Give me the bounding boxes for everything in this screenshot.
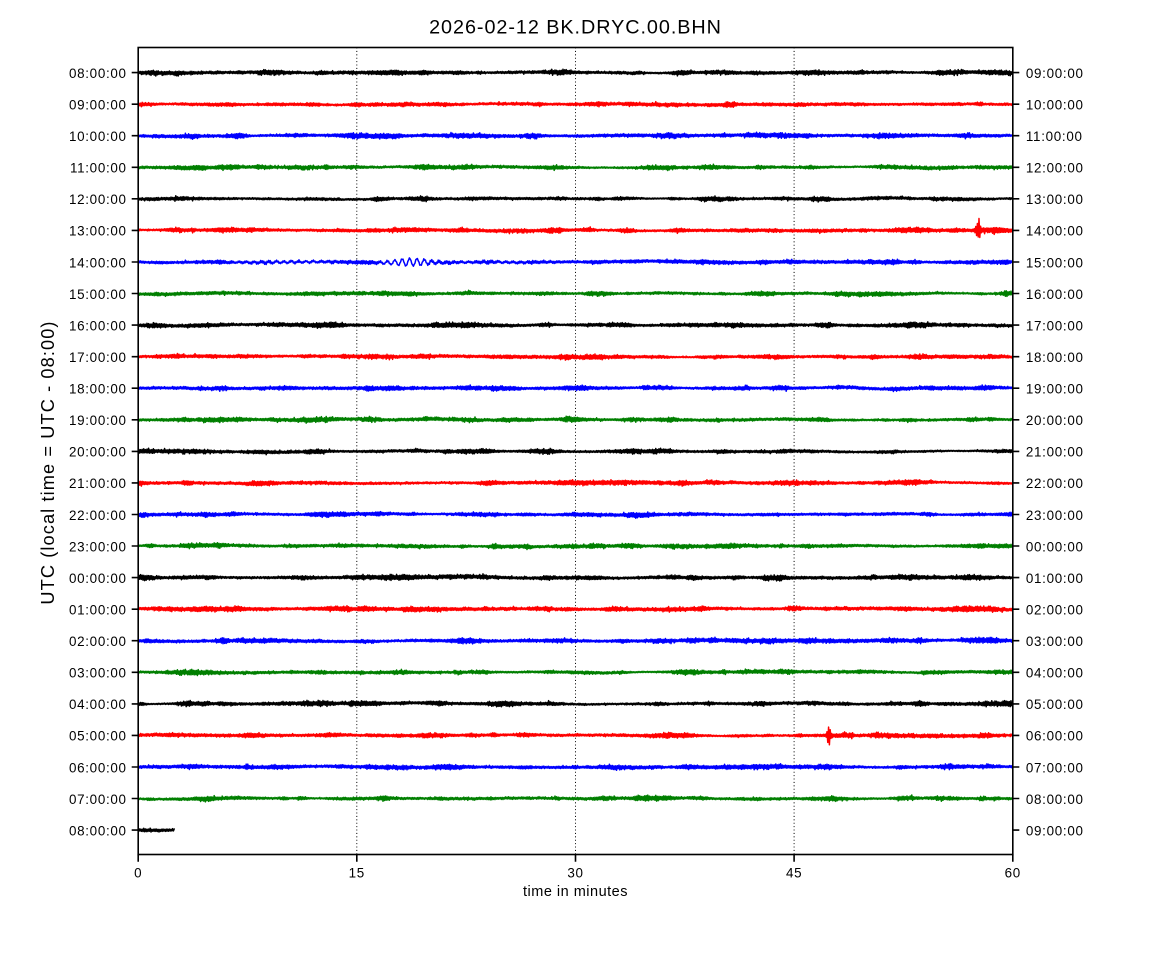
svg-text:60: 60 <box>1005 865 1021 880</box>
svg-text:22:00:00: 22:00:00 <box>1026 476 1084 491</box>
svg-text:19:00:00: 19:00:00 <box>1026 382 1084 397</box>
svg-text:23:00:00: 23:00:00 <box>1026 508 1084 523</box>
svg-text:16:00:00: 16:00:00 <box>69 318 127 333</box>
svg-text:10:00:00: 10:00:00 <box>69 129 127 144</box>
svg-text:11:00:00: 11:00:00 <box>1026 129 1083 144</box>
svg-text:18:00:00: 18:00:00 <box>1026 350 1084 365</box>
svg-text:07:00:00: 07:00:00 <box>69 792 127 807</box>
svg-text:03:00:00: 03:00:00 <box>69 666 127 681</box>
svg-text:05:00:00: 05:00:00 <box>1026 697 1084 712</box>
svg-text:02:00:00: 02:00:00 <box>1026 603 1084 618</box>
svg-text:17:00:00: 17:00:00 <box>1026 318 1084 333</box>
svg-text:06:00:00: 06:00:00 <box>69 760 127 775</box>
svg-text:07:00:00: 07:00:00 <box>1026 760 1084 775</box>
svg-text:08:00:00: 08:00:00 <box>69 66 127 81</box>
svg-text:21:00:00: 21:00:00 <box>69 476 127 491</box>
svg-text:14:00:00: 14:00:00 <box>1026 224 1084 239</box>
svg-text:09:00:00: 09:00:00 <box>1026 823 1084 838</box>
svg-text:15:00:00: 15:00:00 <box>69 287 127 302</box>
svg-text:04:00:00: 04:00:00 <box>69 697 127 712</box>
svg-text:19:00:00: 19:00:00 <box>69 413 127 428</box>
svg-text:12:00:00: 12:00:00 <box>69 192 127 207</box>
svg-text:13:00:00: 13:00:00 <box>1026 192 1084 207</box>
svg-text:15:00:00: 15:00:00 <box>1026 255 1084 270</box>
svg-text:10:00:00: 10:00:00 <box>1026 98 1084 113</box>
svg-text:08:00:00: 08:00:00 <box>69 823 127 838</box>
svg-text:09:00:00: 09:00:00 <box>69 98 127 113</box>
svg-text:09:00:00: 09:00:00 <box>1026 66 1084 81</box>
svg-text:18:00:00: 18:00:00 <box>69 382 127 397</box>
svg-text:01:00:00: 01:00:00 <box>69 603 127 618</box>
svg-text:04:00:00: 04:00:00 <box>1026 666 1084 681</box>
svg-text:05:00:00: 05:00:00 <box>69 729 127 744</box>
svg-text:16:00:00: 16:00:00 <box>1026 287 1084 302</box>
svg-text:UTC (local time = UTC - 08:00): UTC (local time = UTC - 08:00) <box>38 320 58 604</box>
svg-text:20:00:00: 20:00:00 <box>69 445 127 460</box>
svg-text:0: 0 <box>134 865 142 880</box>
svg-text:03:00:00: 03:00:00 <box>1026 634 1084 649</box>
svg-text:08:00:00: 08:00:00 <box>1026 792 1084 807</box>
svg-text:30: 30 <box>567 865 583 880</box>
svg-text:20:00:00: 20:00:00 <box>1026 413 1084 428</box>
svg-text:45: 45 <box>786 865 802 880</box>
svg-text:22:00:00: 22:00:00 <box>69 508 127 523</box>
svg-text:21:00:00: 21:00:00 <box>1026 445 1084 460</box>
svg-text:13:00:00: 13:00:00 <box>69 224 127 239</box>
svg-text:17:00:00: 17:00:00 <box>69 350 127 365</box>
svg-text:15: 15 <box>349 865 365 880</box>
svg-text:time in minutes: time in minutes <box>523 884 628 900</box>
svg-text:02:00:00: 02:00:00 <box>69 634 127 649</box>
svg-text:06:00:00: 06:00:00 <box>1026 729 1084 744</box>
svg-text:00:00:00: 00:00:00 <box>69 571 127 586</box>
svg-text:14:00:00: 14:00:00 <box>69 255 127 270</box>
svg-text:12:00:00: 12:00:00 <box>1026 161 1084 176</box>
svg-text:11:00:00: 11:00:00 <box>70 161 127 176</box>
svg-text:00:00:00: 00:00:00 <box>1026 539 1084 554</box>
svg-text:2026-02-12 BK.DRYC.00.BHN: 2026-02-12 BK.DRYC.00.BHN <box>429 17 722 39</box>
svg-text:01:00:00: 01:00:00 <box>1026 571 1084 586</box>
svg-text:23:00:00: 23:00:00 <box>69 539 127 554</box>
